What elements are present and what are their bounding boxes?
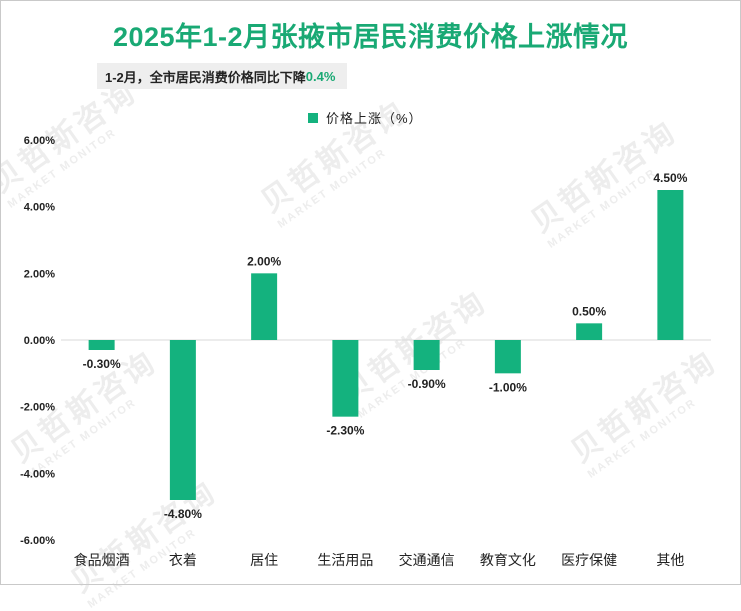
x-tick-label: 生活用品 [317, 552, 373, 568]
x-tick-label: 教育文化 [480, 552, 536, 568]
bar [494, 340, 521, 374]
legend: 价格上涨（%） [308, 108, 423, 127]
x-tick-label: 衣着 [169, 552, 197, 568]
x-tick-label: 医疗保健 [561, 552, 617, 568]
data-label: 4.50% [653, 171, 687, 185]
x-tick-label: 交通通信 [399, 552, 455, 568]
y-tick-label: 4.00% [24, 202, 55, 214]
data-label: -0.90% [408, 377, 446, 391]
bar [332, 340, 359, 417]
x-tick-label: 其他 [656, 552, 684, 568]
bar [657, 190, 684, 340]
chart-title: 2025年1-2月张掖市居民消费价格上涨情况 [112, 22, 629, 52]
subtitle-value: 0.4% [305, 68, 336, 84]
data-label: -2.30% [326, 424, 364, 438]
x-tick-label: 食品烟酒 [74, 552, 130, 568]
data-label: -4.80% [164, 507, 202, 521]
y-tick-label: -4.00% [20, 468, 55, 480]
y-tick-label: 0.00% [24, 335, 55, 347]
subtitle-text: 1-2月，全市居民消费价格同比下降 [105, 69, 306, 85]
bar [413, 340, 440, 370]
y-tick-label: -6.00% [20, 535, 55, 547]
data-label: -0.30% [83, 357, 121, 371]
data-label: 2.00% [247, 254, 281, 268]
x-tick-label: 居住 [250, 552, 278, 568]
y-tick-label: 2.00% [24, 268, 55, 280]
bar [576, 323, 603, 340]
data-label: 0.50% [572, 304, 606, 318]
bar [88, 340, 115, 350]
legend-label: 价格上涨（%） [326, 111, 423, 126]
legend-swatch [308, 112, 318, 123]
subtitle-box: 1-2月，全市居民消费价格同比下降 0.4% [97, 63, 348, 89]
data-label: -1.00% [489, 380, 527, 394]
y-tick-label: -2.00% [20, 402, 55, 414]
bar [169, 340, 196, 500]
y-tick-label: 6.00% [24, 135, 55, 147]
bar-chart: 6.00% 4.00% 2.00% 0.00% -2.00% -4.00% -6.00% -0… [20, 135, 711, 568]
bar [251, 273, 278, 340]
